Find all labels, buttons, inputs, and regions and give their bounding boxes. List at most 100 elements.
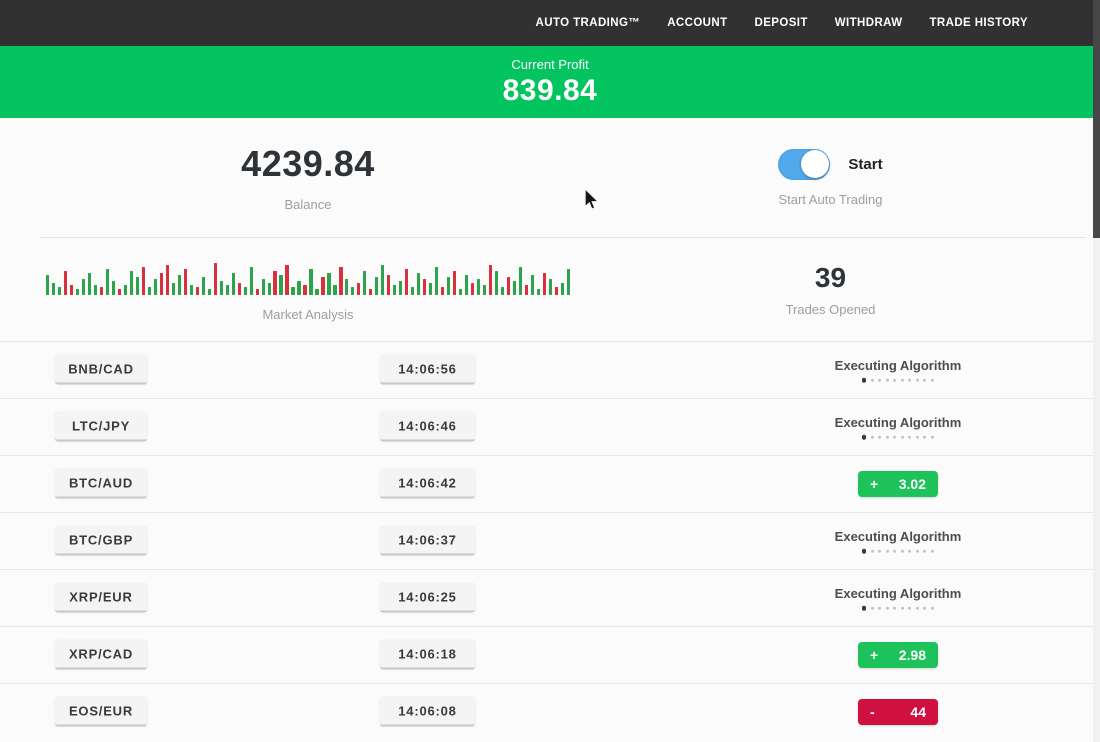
table-row: XRP/CAD 14:06:18 + 2.98 — [0, 626, 1100, 683]
market-bar — [375, 277, 379, 295]
progress-dot — [908, 435, 912, 439]
current-profit-label: Current Profit — [511, 56, 589, 72]
scrollbar-thumb[interactable] — [1093, 0, 1100, 238]
nav-item[interactable]: TRADE HISTORY — [929, 17, 1028, 29]
market-bar — [237, 283, 241, 295]
market-bar — [183, 269, 187, 295]
nav-item[interactable]: DEPOSIT — [754, 17, 808, 29]
auto-trading-label: Start Auto Trading — [778, 191, 883, 207]
badge-amount: 2.98 — [898, 647, 926, 663]
market-bar — [273, 271, 277, 295]
market-bar — [159, 273, 163, 295]
status-cell: + 3.02 — [778, 471, 1018, 497]
market-bar — [512, 281, 517, 295]
market-bar — [123, 285, 128, 295]
market-bar — [566, 269, 570, 295]
status-label: Executing Algorithm — [834, 357, 962, 373]
badge-sign: - — [870, 704, 875, 720]
market-bar — [411, 287, 415, 295]
market-bar — [459, 289, 463, 295]
market-bar — [482, 285, 487, 295]
market-bar — [261, 279, 265, 295]
trades-opened-value: 39 — [814, 262, 847, 293]
progress-dot — [900, 378, 904, 382]
market-bar — [64, 271, 68, 295]
status-label: Executing Algorithm — [834, 414, 962, 430]
progress-dot — [893, 378, 897, 382]
market-bar — [58, 287, 62, 295]
progress-dot — [930, 378, 934, 382]
progress-dot — [900, 435, 904, 439]
market-bar — [255, 289, 259, 295]
market-bar — [297, 281, 301, 295]
badge-amount: 44 — [910, 704, 926, 720]
market-bar — [560, 283, 564, 295]
market-bar — [518, 267, 523, 295]
progress-dot — [908, 549, 912, 553]
market-bar — [129, 271, 134, 295]
market-bar — [70, 285, 74, 295]
section-divider — [40, 237, 1086, 238]
market-bar — [153, 279, 157, 295]
market-bar — [76, 289, 80, 295]
market-bar — [500, 287, 505, 295]
table-row: BNB/CAD 14:06:56 Executing Algorithm — [0, 341, 1100, 398]
status-cell: Executing Algorithm — [778, 529, 1018, 554]
progress-dot — [870, 435, 874, 439]
nav-item[interactable]: WITHDRAW — [834, 17, 903, 29]
market-bar — [476, 279, 481, 295]
progress-dot — [878, 378, 882, 382]
table-row: EOS/EUR 14:06:08 - 44 — [0, 683, 1100, 740]
market-bar — [309, 269, 313, 295]
time-chip: 14:06:25 — [380, 583, 475, 613]
market-bar — [327, 273, 331, 295]
progress-dot — [908, 606, 912, 610]
current-profit-value: 839.84 — [502, 73, 598, 107]
progress-dot — [915, 435, 919, 439]
auto-trading-toggle[interactable] — [778, 148, 831, 180]
market-bar — [303, 285, 307, 295]
progress-dot — [900, 606, 904, 610]
market-bar — [165, 265, 169, 295]
market-bar — [195, 287, 199, 295]
nav-item[interactable]: AUTO TRADING™ — [535, 17, 641, 29]
status-label: Executing Algorithm — [834, 585, 962, 601]
progress-dot — [885, 606, 889, 610]
market-bar — [147, 287, 151, 295]
progress-dot — [923, 549, 927, 553]
market-bar — [399, 281, 403, 295]
market-bar — [189, 285, 193, 295]
market-bar — [423, 279, 427, 295]
market-bar — [447, 277, 451, 295]
trades-opened-block: 39 Trades Opened — [616, 238, 1045, 341]
market-analysis-label: Market Analysis — [262, 307, 354, 322]
scrollbar[interactable] — [1093, 0, 1100, 742]
market-bar — [381, 265, 385, 295]
market-bar — [524, 285, 529, 295]
nav-item[interactable]: ACCOUNT — [667, 17, 728, 29]
market-section: Market Analysis 39 Trades Opened — [0, 238, 1100, 341]
progress-dot — [870, 606, 874, 610]
progress-dot — [885, 435, 889, 439]
market-bar — [339, 267, 343, 295]
pair-chip: LTC/JPY — [55, 412, 147, 442]
market-bar — [249, 267, 253, 295]
auto-trading-block: Start Start Auto Trading — [616, 118, 1045, 237]
market-bar — [285, 265, 289, 295]
status-cell: Executing Algorithm — [778, 586, 1018, 611]
progress-dot — [861, 548, 867, 554]
market-bar — [315, 289, 319, 295]
pair-chip: XRP/EUR — [55, 583, 147, 613]
market-bar — [393, 285, 397, 295]
market-bar — [231, 273, 235, 295]
progress-dot — [893, 435, 897, 439]
progress-dot — [878, 435, 882, 439]
result-badge: + 3.02 — [858, 471, 938, 497]
badge-sign: + — [870, 476, 879, 492]
market-bar — [464, 275, 469, 295]
progress-dot — [930, 435, 934, 439]
progress-dot — [915, 378, 919, 382]
toggle-knob-icon — [800, 150, 829, 178]
progress-dots-icon — [861, 434, 934, 440]
market-bar — [405, 269, 409, 295]
